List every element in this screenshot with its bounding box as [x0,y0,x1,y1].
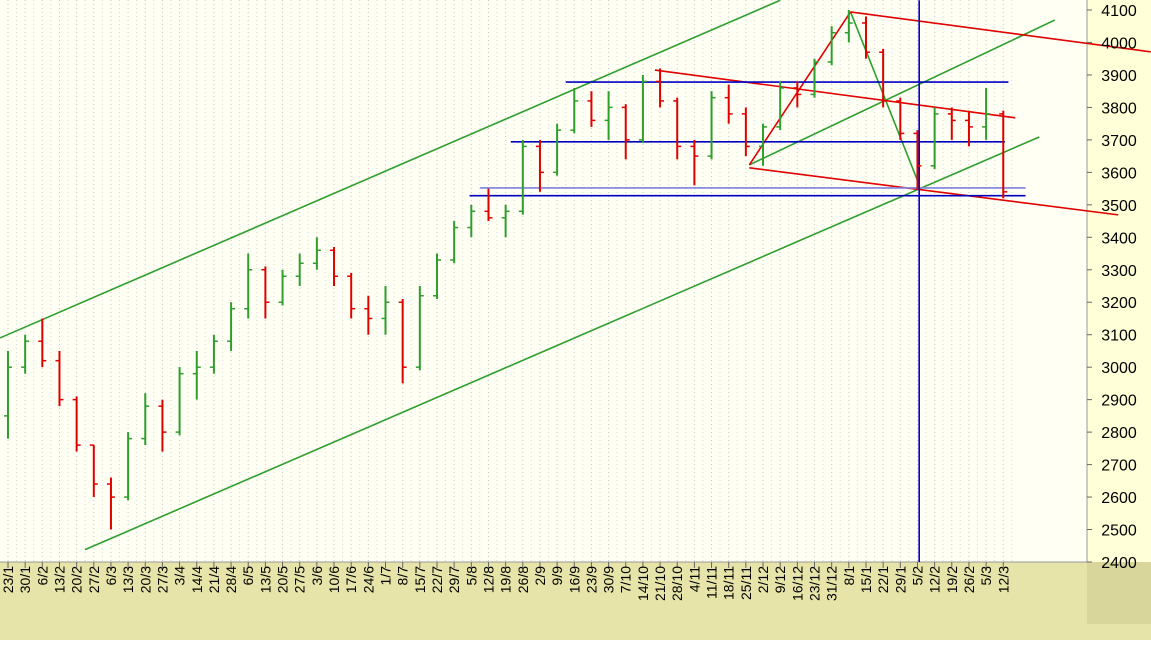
x-tick-label: 27/5 [292,566,308,593]
trend-line [0,0,781,339]
y-axis-area [1087,0,1151,562]
x-tick-label: 3/4 [172,566,188,586]
x-tick-label: 23/9 [583,566,599,593]
x-tick-label: 4/11 [686,566,702,592]
y-tick-label: 3500 [1101,198,1137,215]
x-tick-label: 19/2 [944,566,960,593]
y-tick-label: 2900 [1101,393,1137,410]
x-tick-label: 12/3 [995,566,1011,593]
x-tick-label: 22/1 [875,566,891,593]
x-tick-label: 31/12 [824,566,840,601]
corner [1087,562,1151,624]
y-tick-label: 3300 [1101,263,1137,280]
y-tick-label: 4000 [1101,35,1137,52]
x-tick-label: 30/9 [601,566,617,593]
x-tick-label: 27/2 [86,566,102,593]
x-tick-label: 19/8 [498,566,514,593]
x-tick-label: 5/2 [909,566,925,586]
x-tick-label: 29/1 [892,566,908,593]
x-tick-label: 14/4 [189,566,205,593]
x-tick-label: 24/6 [360,566,376,593]
y-tick-label: 2800 [1101,425,1137,442]
x-tick-label: 27/3 [154,566,170,593]
trend-line [850,11,1151,53]
x-tick-label: 2/12 [755,566,771,593]
y-tick-label: 3700 [1101,133,1137,150]
x-tick-label: 3/6 [309,566,325,586]
x-tick-label: 28/4 [223,566,239,593]
y-tick-label: 3200 [1101,295,1137,312]
x-tick-label: 6/5 [240,566,256,586]
axes: 2400 2500 2600 2700 2800 2900 3000 3100 3200 3300… [0,3,1137,601]
x-tick-label: 29/7 [446,566,462,593]
trend-line [849,11,920,185]
x-tick-label: 23/1 [0,566,16,593]
trend-lines [0,0,1151,562]
trend-line [748,11,852,166]
x-tick-label: 9/12 [772,566,788,593]
x-tick-label: 13/3 [120,566,136,593]
x-tick-label: 15/7 [412,566,428,593]
x-tick-label: 20/2 [69,566,85,593]
x-tick-label: 26/2 [961,566,977,593]
x-tick-label: 5/3 [978,566,994,586]
x-tick-label: 6/2 [34,566,50,586]
x-tick-label: 10/6 [326,566,342,593]
y-tick-label: 3000 [1101,360,1137,377]
plot-area [0,0,1087,562]
x-tick-label: 8/1 [841,566,857,586]
x-tick-label: 16/9 [566,566,582,593]
x-tick-label: 16/12 [789,566,805,601]
x-tick-label: 23/12 [807,566,823,601]
y-tick-label: 2600 [1101,490,1137,507]
y-tick-label: 3100 [1101,328,1137,345]
x-tick-label: 12/2 [927,566,943,593]
y-tick-label: 3600 [1101,165,1137,182]
trend-line [84,136,1040,551]
trend-line [748,19,1056,166]
x-tick-label: 7/10 [618,566,634,593]
x-tick-label: 8/7 [395,566,411,586]
x-tick-label: 20/5 [275,566,291,593]
x-tick-label: 26/8 [515,566,531,593]
trend-line [654,69,1016,119]
x-tick-label: 13/5 [257,566,273,593]
y-tick-label: 2400 [1101,555,1137,572]
y-tick-label: 3800 [1101,100,1137,117]
bars [3,10,1008,530]
y-tick-label: 2500 [1101,523,1137,540]
x-tick-label: 12/8 [480,566,496,593]
x-tick-label: 20/3 [137,566,153,593]
x-tick-label: 9/9 [549,566,565,586]
x-tick-label: 21/4 [206,566,222,593]
x-tick-label: 18/11 [721,566,737,600]
x-tick-label: 17/6 [343,566,359,593]
y-tick-label: 3400 [1101,230,1137,247]
x-tick-label: 14/10 [635,566,651,601]
x-tick-label: 5/8 [463,566,479,586]
y-tick-label: 3900 [1101,68,1137,85]
y-tick-label: 4100 [1101,3,1137,20]
x-tick-label: 2/9 [532,566,548,586]
x-tick-label: 30/1 [17,566,33,593]
x-tick-label: 21/10 [652,566,668,601]
x-tick-label: 11/11 [704,566,720,599]
y-tick-label: 2700 [1101,458,1137,475]
x-tick-label: 1/7 [378,566,394,586]
x-tick-label: 15/1 [858,566,874,593]
trend-line [749,167,1119,216]
x-tick-label: 22/7 [429,566,445,593]
x-tick-label: 25/11 [738,566,754,600]
x-tick-label: 6/3 [103,566,119,586]
x-tick-label: 28/10 [669,566,685,601]
x-tick-label: 13/2 [51,566,67,593]
x-axis-area [0,562,1151,640]
